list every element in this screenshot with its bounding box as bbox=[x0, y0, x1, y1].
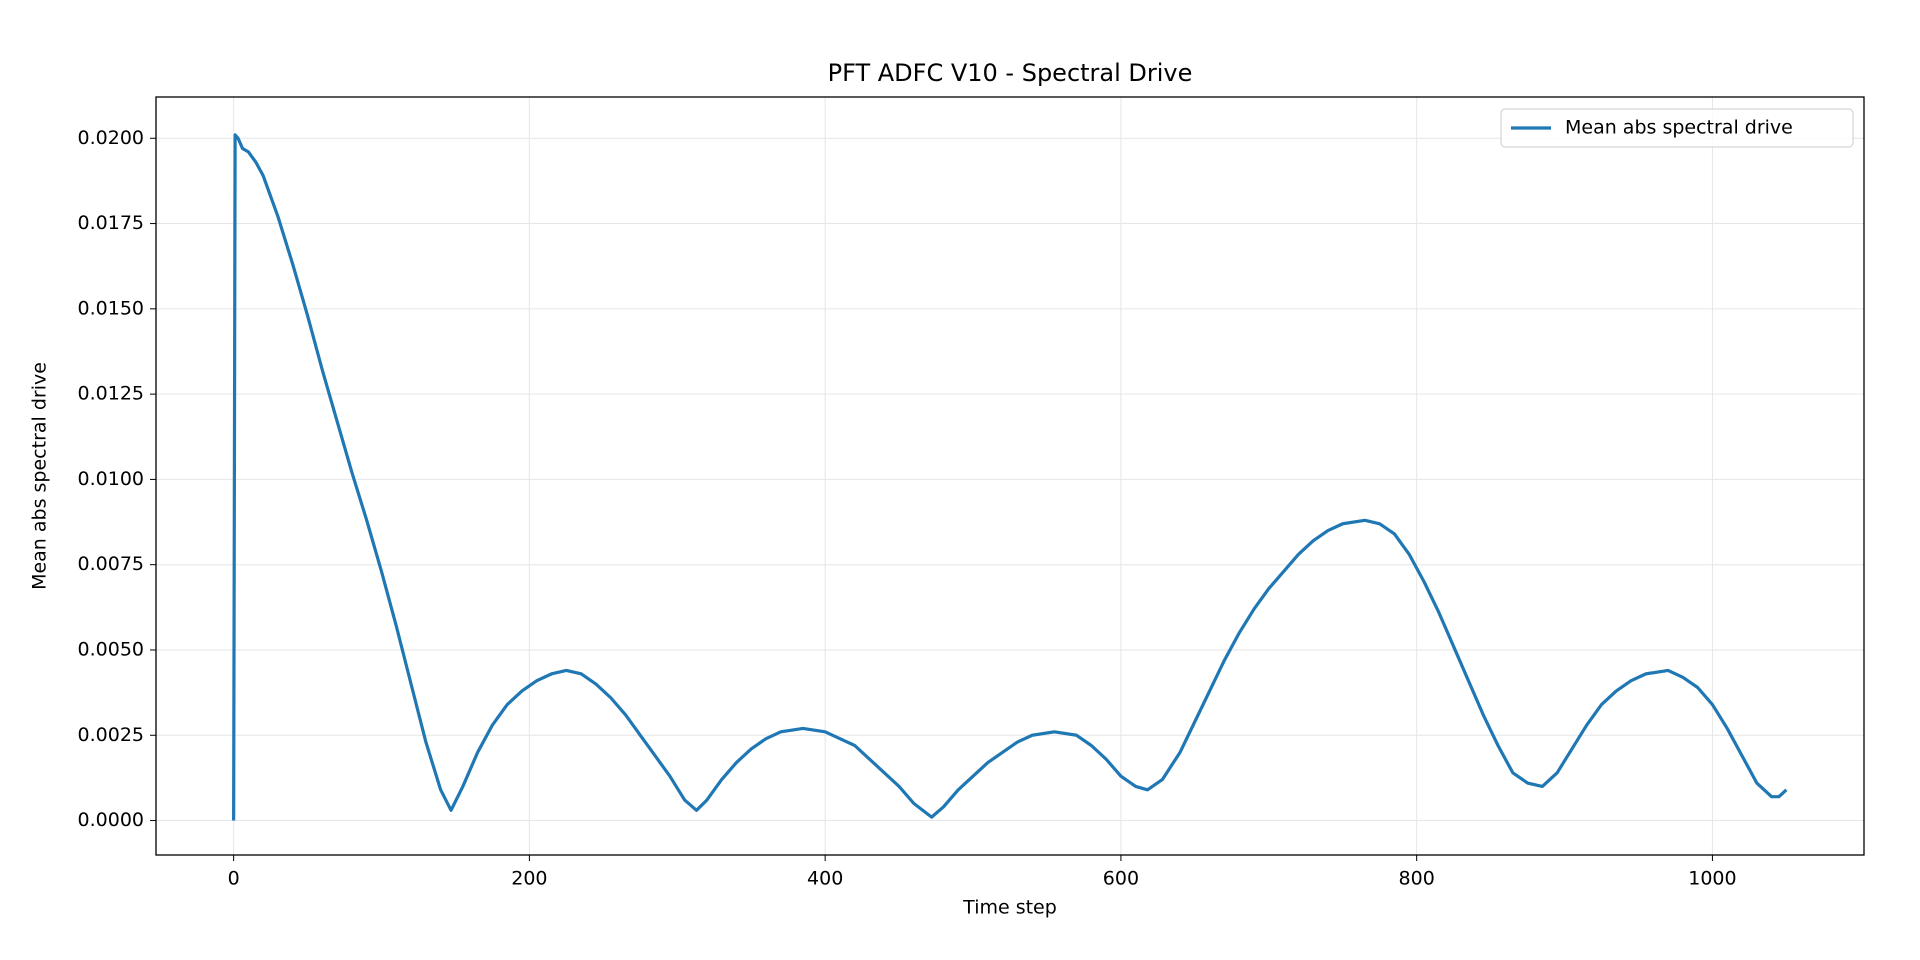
x-tick-label: 800 bbox=[1399, 868, 1435, 890]
y-tick-label: 0.0025 bbox=[78, 724, 144, 746]
data-line bbox=[232, 133, 1788, 821]
y-tick-label: 0.0150 bbox=[78, 297, 144, 319]
x-tick-label: 200 bbox=[511, 868, 547, 890]
y-tick-label: 0.0200 bbox=[78, 127, 144, 149]
x-tick-label: 0 bbox=[228, 868, 240, 890]
x-tick-label: 400 bbox=[807, 868, 843, 890]
x-tick-label: 1000 bbox=[1688, 868, 1736, 890]
y-tick-label: 0.0100 bbox=[78, 468, 144, 490]
x-axis-label: Time step bbox=[962, 897, 1057, 919]
legend-box bbox=[1500, 108, 1854, 148]
y-tick-label: 0.0125 bbox=[78, 383, 144, 405]
y-tick-label: 0.0075 bbox=[78, 553, 144, 575]
chart-title: PFT ADFC V10 - Spectral Drive bbox=[828, 59, 1193, 87]
legend-label: Mean abs spectral drive bbox=[1565, 117, 1793, 139]
y-tick-label: 0.0175 bbox=[78, 212, 144, 234]
y-tick-label: 0.0000 bbox=[78, 809, 144, 831]
plot-frame bbox=[155, 96, 1865, 856]
y-axis-label: Mean abs spectral drive bbox=[29, 362, 51, 590]
y-tick-label: 0.0050 bbox=[78, 638, 144, 660]
x-tick-label: 600 bbox=[1103, 868, 1139, 890]
